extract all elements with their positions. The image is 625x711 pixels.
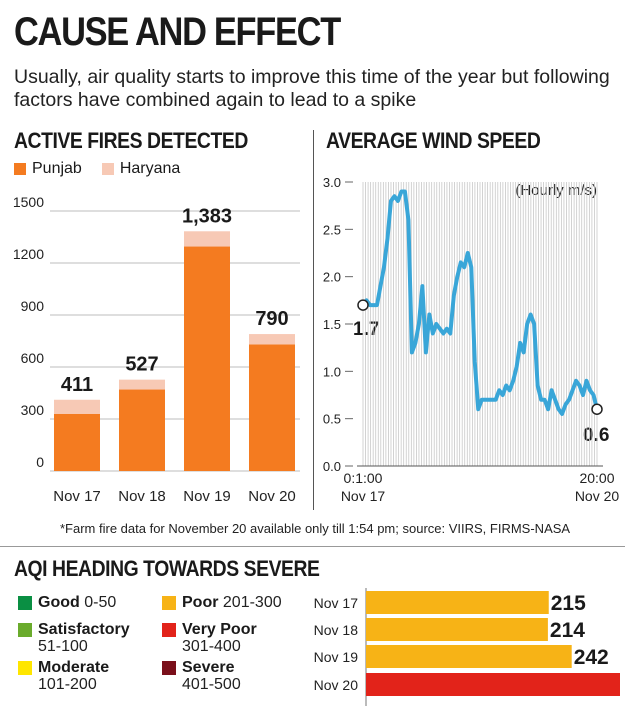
fires-bar-punjab-nov-18: [119, 389, 165, 471]
aqi-row-label: Nov 20: [314, 677, 359, 693]
aqi-swatch-good: [18, 596, 32, 610]
aqi-swatch-satisfactory: [18, 623, 32, 637]
aqi-cat-very-poor-range: 301-400: [182, 638, 241, 655]
aqi-legend-col-2: Poor 201-300 Very Poor 301-400 Severe 40…: [162, 594, 307, 704]
fires-total-label: 790: [255, 308, 288, 330]
fires-x-tick-label: Nov 18: [118, 488, 166, 505]
aqi-cat-severe: Severe 401-500: [182, 659, 241, 693]
fires-bar-punjab-nov-17: [54, 413, 100, 471]
legend-swatch-haryana: [101, 163, 114, 175]
aqi-cat-poor-name: Poor: [182, 594, 219, 611]
aqi-swatch-poor: [162, 596, 176, 610]
wind-y-tick-label: 1.5: [323, 317, 341, 332]
fires-x-tick-label: Nov 17: [53, 488, 101, 505]
wind-line-chart: (Hourly m/s) 1.7 0.6 0:1:00 Nov 17 20:00…: [323, 175, 620, 504]
fires-y-tick-label: 600: [21, 350, 45, 366]
fires-y-tick-label: 1200: [13, 246, 44, 262]
fires-total-label: 1,383: [182, 205, 232, 227]
aqi-value-label: 215: [551, 592, 586, 615]
aqi-swatch-severe: [162, 661, 176, 675]
aqi-cat-satisfactory: Satisfactory 51-100: [38, 621, 130, 655]
aqi-bar-nov-20: [366, 673, 620, 696]
wind-y-tick-label: 1.0: [323, 364, 341, 379]
fires-bar-punjab-nov-19: [184, 246, 230, 471]
aqi-cat-poor-range: 201-300: [222, 594, 282, 611]
wind-y-tick-label: 2.0: [323, 270, 341, 285]
wind-hour-grid: [362, 182, 598, 466]
fires-total-label: 527: [125, 354, 158, 376]
fires-bar-haryana-nov-18: [119, 379, 165, 390]
fires-bar-haryana-nov-17: [54, 399, 100, 414]
aqi-cat-good-range: 0-50: [84, 594, 117, 611]
aqi-cat-severe-range: 401-500: [182, 676, 241, 693]
aqi-cat-poor: Poor 201-300: [182, 594, 282, 611]
wind-end-marker: [591, 403, 603, 415]
wind-y-tick-label: 0.5: [323, 412, 341, 427]
aqi-bar-nov-17: [366, 591, 549, 614]
aqi-cat-satisfactory-range: 51-100: [38, 638, 88, 655]
aqi-bar-nov-19: [366, 645, 572, 668]
fires-bar-haryana-nov-20: [249, 334, 295, 345]
aqi-legend-col-1: Good 0-50 Satisfactory 51-100 Moderate 1…: [18, 594, 168, 704]
wind-heading: AVERAGE WIND SPEED: [326, 128, 541, 153]
legend-swatch-punjab: [14, 163, 26, 175]
wind-x-start-date: Nov 17: [341, 488, 386, 504]
aqi-row-label: Nov 18: [314, 622, 359, 638]
wind-y-tick-label: 2.5: [323, 222, 341, 237]
aqi-cat-severe-name: Severe: [182, 659, 235, 676]
aqi-value-label: 214: [550, 619, 585, 642]
fires-y-tick-label: 0: [36, 454, 44, 470]
page-title: CAUSE AND EFFECT: [14, 10, 341, 54]
aqi-row-label: Nov 17: [314, 595, 359, 611]
fires-y-tick-label: 900: [21, 298, 45, 314]
fires-total-label: 411: [61, 374, 93, 396]
wind-x-end-time: 20:00: [579, 470, 614, 486]
legend-label-punjab: Punjab: [32, 160, 82, 177]
wind-speed-line: [361, 189, 599, 416]
section-divider-h: [0, 546, 625, 547]
aqi-swatch-very-poor: [162, 623, 176, 637]
aqi-cat-good: Good 0-50: [38, 594, 116, 611]
page-subtitle: Usually, air quality starts to improve t…: [14, 66, 610, 111]
wind-y-tick-label: 0.0: [323, 459, 341, 474]
fires-x-tick-label: Nov 19: [183, 488, 231, 505]
fires-legend: Punjab Haryana: [14, 160, 180, 178]
aqi-row-label: Nov 19: [314, 649, 359, 665]
fires-heading: ACTIVE FIRES DETECTED: [14, 128, 248, 153]
aqi-heading: AQI HEADING TOWARDS SEVERE: [14, 556, 320, 581]
fires-y-tick-label: 300: [21, 402, 45, 418]
aqi-bar-nov-18: [366, 618, 548, 641]
fires-bar-haryana-nov-19: [184, 231, 230, 247]
section-divider: [313, 130, 314, 510]
aqi-cat-moderate-name: Moderate: [38, 659, 110, 676]
aqi-value-label: 242: [574, 646, 609, 669]
aqi-cat-moderate-range: 101-200: [38, 676, 97, 693]
aqi-cat-satisfactory-name: Satisfactory: [38, 621, 130, 638]
aqi-cat-good-name: Good: [38, 594, 80, 611]
wind-x-start-time: 0:1:00: [344, 470, 383, 486]
fires-bar-punjab-nov-20: [249, 344, 295, 471]
wind-y-tick-label: 3.0: [323, 175, 341, 190]
wind-start-marker: [357, 299, 369, 311]
aqi-cat-moderate: Moderate 101-200: [38, 659, 109, 693]
aqi-cat-very-poor-name: Very Poor: [182, 621, 257, 638]
aqi-swatch-moderate: [18, 661, 32, 675]
aqi-cat-very-poor: Very Poor 301-400: [182, 621, 257, 655]
fires-x-tick-label: Nov 20: [248, 488, 296, 505]
legend-label-haryana: Haryana: [119, 160, 181, 177]
footnote: *Farm fire data for November 20 availabl…: [60, 521, 571, 536]
wind-x-end-date: Nov 20: [575, 488, 620, 504]
fires-bar-chart: 0 300 600 900 1200 1500 411 Nov 17 527 Nov 18 1,38…: [13, 194, 300, 505]
fires-y-tick-label: 1500: [13, 194, 44, 210]
